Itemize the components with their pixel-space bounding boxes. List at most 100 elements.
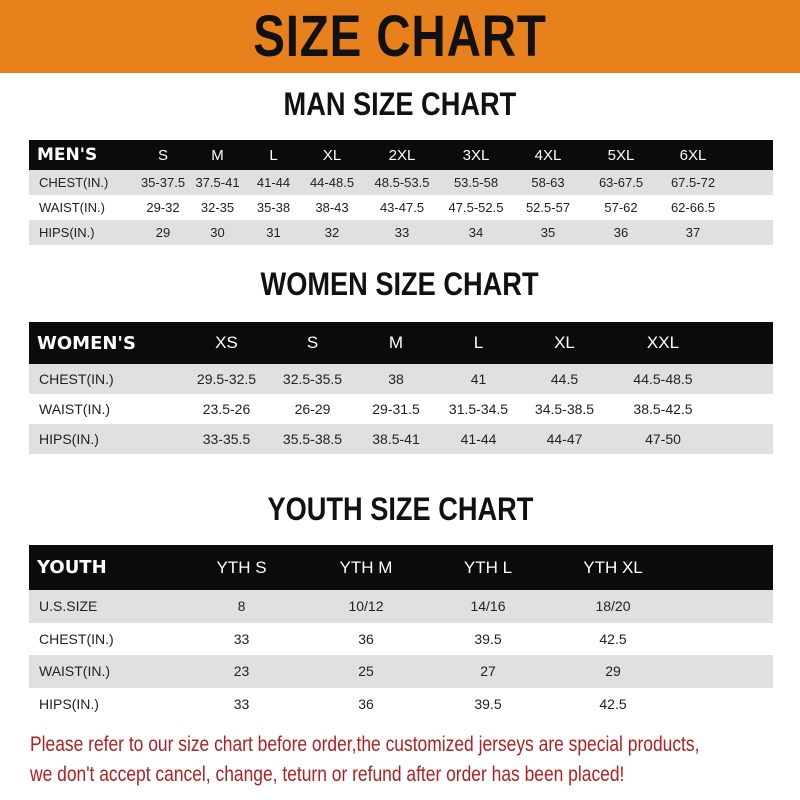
table-cell: 29 — [548, 655, 678, 688]
table-cell: 35.5-38.5 — [269, 424, 356, 454]
table-cell: 67.5-72 — [657, 170, 729, 195]
table-cell: 38.5-42.5 — [608, 394, 718, 424]
table-cell: 38.5-41 — [356, 424, 436, 454]
table-cell: 33 — [179, 687, 304, 720]
table-cell: 39.5 — [428, 622, 548, 655]
size-header: 6XL — [657, 140, 729, 170]
table-cell: 10/12 — [304, 590, 428, 623]
table-cell: 43-47.5 — [363, 195, 441, 220]
table-cell: 44.5 — [521, 364, 608, 394]
header-label: YOUTH — [29, 545, 179, 590]
table-cell: 36 — [304, 622, 428, 655]
men-header-row: MEN'S S M L XL 2XL 3XL 4XL 5XL 6XL — [29, 140, 773, 170]
table-cell: 53.5-58 — [441, 170, 511, 195]
men-size-table: MEN'S S M L XL 2XL 3XL 4XL 5XL 6XL CHEST(IN.) 35-37… — [29, 140, 773, 245]
table-cell: 36 — [304, 687, 428, 720]
women-header-row: WOMEN'S XS S M L XL XXL — [29, 322, 773, 364]
table-cell: 31 — [246, 220, 301, 245]
header-filler — [729, 140, 773, 170]
table-row: U.S.SIZE 8 10/12 14/16 18/20 — [29, 590, 773, 623]
table-row: HIPS(IN.) 33-35.5 35.5-38.5 38.5-41 41-44 44-… — [29, 424, 773, 454]
table-cell: 62-66.5 — [657, 195, 729, 220]
table-cell: 36 — [585, 220, 657, 245]
table-cell: 29-32 — [137, 195, 189, 220]
table-cell: 44-48.5 — [301, 170, 363, 195]
youth-size-table: YOUTH YTH S YTH M YTH L YTH XL U.S.SIZE 8 10/12… — [29, 545, 773, 720]
table-cell: 35 — [511, 220, 585, 245]
row-label: CHEST(IN.) — [29, 622, 179, 655]
size-header: YTH L — [428, 545, 548, 590]
size-header: XXL — [608, 322, 718, 364]
row-label: HIPS(IN.) — [29, 220, 137, 245]
size-header: XL — [301, 140, 363, 170]
table-cell: 42.5 — [548, 622, 678, 655]
table-cell: 18/20 — [548, 590, 678, 623]
table-cell: 44-47 — [521, 424, 608, 454]
table-cell: 48.5-53.5 — [363, 170, 441, 195]
youth-header-row: YOUTH YTH S YTH M YTH L YTH XL — [29, 545, 773, 590]
size-header: 4XL — [511, 140, 585, 170]
table-cell: 52.5-57 — [511, 195, 585, 220]
table-cell: 42.5 — [548, 687, 678, 720]
youth-chart-title: YOUTH SIZE CHART — [267, 491, 533, 527]
table-cell: 34 — [441, 220, 511, 245]
row-label: U.S.SIZE — [29, 590, 179, 623]
table-cell: 29-31.5 — [356, 394, 436, 424]
table-cell: 30 — [189, 220, 246, 245]
header-label: MEN'S — [29, 140, 137, 170]
header-label: WOMEN'S — [29, 322, 184, 364]
table-cell: 39.5 — [428, 687, 548, 720]
row-label: WAIST(IN.) — [29, 394, 184, 424]
size-header: S — [137, 140, 189, 170]
row-filler — [729, 220, 773, 245]
table-row: WAIST(IN.) 23.5-26 26-29 29-31.5 31.5-34.5 34… — [29, 394, 773, 424]
table-cell: 34.5-38.5 — [521, 394, 608, 424]
table-cell: 41-44 — [246, 170, 301, 195]
size-header: L — [436, 322, 521, 364]
table-cell: 37.5-41 — [189, 170, 246, 195]
table-row: CHEST(IN.) 33 36 39.5 42.5 — [29, 622, 773, 655]
size-header: YTH M — [304, 545, 428, 590]
table-cell: 27 — [428, 655, 548, 688]
size-header: XS — [184, 322, 269, 364]
size-header: YTH XL — [548, 545, 678, 590]
table-cell: 47-50 — [608, 424, 718, 454]
table-cell: 41-44 — [436, 424, 521, 454]
table-cell: 33-35.5 — [184, 424, 269, 454]
table-cell: 25 — [304, 655, 428, 688]
row-filler — [729, 195, 773, 220]
size-chart-banner: SIZE CHART — [0, 0, 800, 73]
table-cell: 32-35 — [189, 195, 246, 220]
table-cell: 37 — [657, 220, 729, 245]
table-cell: 33 — [363, 220, 441, 245]
banner-title: SIZE CHART — [253, 4, 547, 69]
table-cell: 23.5-26 — [184, 394, 269, 424]
header-filler — [678, 545, 773, 590]
table-cell: 38-43 — [301, 195, 363, 220]
table-cell: 33 — [179, 622, 304, 655]
table-cell: 32 — [301, 220, 363, 245]
row-label: HIPS(IN.) — [29, 687, 179, 720]
table-cell: 41 — [436, 364, 521, 394]
size-header: 3XL — [441, 140, 511, 170]
table-row: HIPS(IN.) 33 36 39.5 42.5 — [29, 687, 773, 720]
table-cell: 35-38 — [246, 195, 301, 220]
women-chart-title: WOMEN SIZE CHART — [260, 266, 540, 302]
size-header: XL — [521, 322, 608, 364]
table-cell: 29 — [137, 220, 189, 245]
notice-line-1: Please refer to our size chart before or… — [30, 733, 700, 756]
size-header: 5XL — [585, 140, 657, 170]
table-cell: 31.5-34.5 — [436, 394, 521, 424]
size-header: 2XL — [363, 140, 441, 170]
table-cell: 57-62 — [585, 195, 657, 220]
table-row: WAIST(IN.) 29-32 32-35 35-38 38-43 43-47.5 47.… — [29, 195, 773, 220]
row-filler — [729, 170, 773, 195]
size-header: L — [246, 140, 301, 170]
row-label: CHEST(IN.) — [29, 170, 137, 195]
row-label: CHEST(IN.) — [29, 364, 184, 394]
row-filler — [718, 364, 773, 394]
table-cell: 63-67.5 — [585, 170, 657, 195]
size-header: S — [269, 322, 356, 364]
size-header: YTH S — [179, 545, 304, 590]
row-filler — [678, 687, 773, 720]
